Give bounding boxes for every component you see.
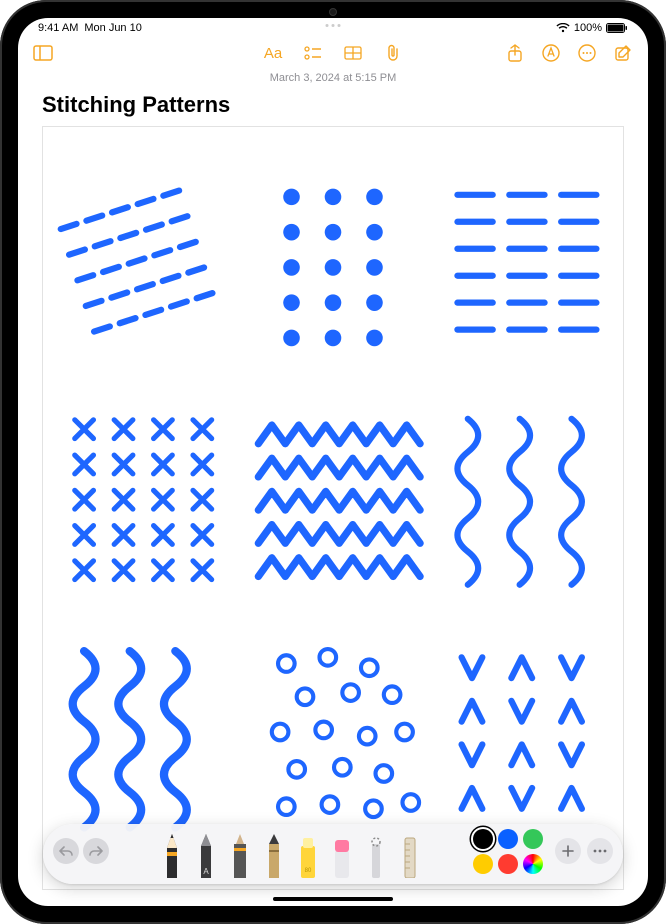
battery-icon — [606, 23, 628, 33]
ipad-device-frame: 9:41 AM Mon Jun 10 100% Aa — [0, 0, 666, 924]
status-bar: 9:41 AM Mon Jun 10 100% — [18, 18, 648, 36]
handwriting-tool[interactable]: A — [193, 830, 219, 878]
marker-tool[interactable] — [227, 830, 253, 878]
battery-pct: 100% — [574, 22, 602, 34]
screen: 9:41 AM Mon Jun 10 100% Aa — [18, 18, 648, 906]
svg-text:80: 80 — [305, 868, 312, 874]
multitask-dots[interactable] — [326, 24, 341, 27]
lasso-tool[interactable] — [363, 836, 389, 878]
swatch-color-picker[interactable] — [523, 854, 543, 874]
pencil-tool[interactable] — [261, 830, 287, 878]
svg-text:A: A — [203, 867, 209, 876]
ruler-tool[interactable] — [397, 836, 423, 878]
drawing-toolbar: A 80 — [43, 824, 623, 884]
color-palette — [473, 829, 543, 874]
markup-icon[interactable] — [540, 42, 562, 64]
home-indicator[interactable] — [273, 897, 393, 901]
redo-button[interactable] — [83, 838, 109, 864]
undo-button[interactable] — [53, 838, 79, 864]
tool-tray: A 80 — [119, 830, 463, 878]
swatch-red[interactable] — [498, 854, 518, 874]
attachment-icon[interactable] — [382, 42, 404, 64]
share-icon[interactable] — [504, 42, 526, 64]
wifi-icon — [556, 23, 570, 33]
highlighter-tool[interactable]: 80 — [295, 836, 321, 878]
note-body: Stitching Patterns — [18, 86, 648, 906]
swatch-black[interactable] — [473, 829, 493, 849]
add-tool-button[interactable] — [555, 838, 581, 864]
app-toolbar: Aa — [18, 36, 648, 70]
eraser-tool[interactable] — [329, 836, 355, 878]
text-format-icon[interactable]: Aa — [262, 42, 284, 64]
note-modified: March 3, 2024 at 5:15 PM — [18, 70, 648, 86]
toolbar-more-button[interactable] — [587, 838, 613, 864]
swatch-blue[interactable] — [498, 829, 518, 849]
status-time: 9:41 AM — [38, 22, 78, 34]
checklist-icon[interactable] — [302, 42, 324, 64]
pen-tool[interactable] — [159, 830, 185, 878]
note-title: Stitching Patterns — [42, 92, 624, 118]
swatch-green[interactable] — [523, 829, 543, 849]
sidebar-toggle-icon[interactable] — [32, 42, 54, 64]
swatch-yellow[interactable] — [473, 854, 493, 874]
table-icon[interactable] — [342, 42, 364, 64]
status-date: Mon Jun 10 — [84, 22, 141, 34]
compose-icon[interactable] — [612, 42, 634, 64]
front-camera — [329, 8, 337, 16]
drawing-canvas[interactable] — [42, 126, 624, 890]
more-icon[interactable] — [576, 42, 598, 64]
